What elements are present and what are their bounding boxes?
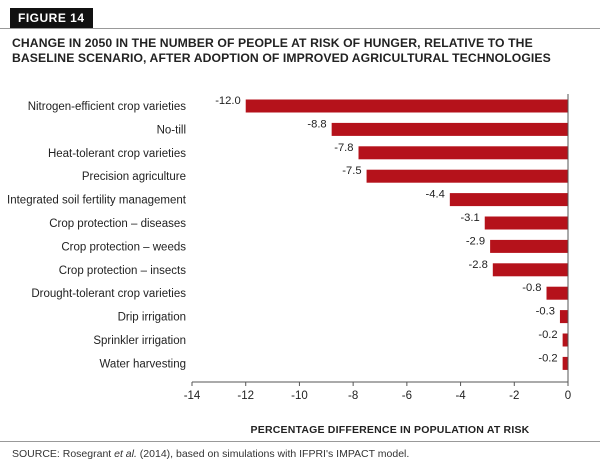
bar-chart: Nitrogen-efficient crop varieties -12.0 No… xyxy=(7,94,571,436)
bar-5 xyxy=(484,216,568,230)
category-label-8: Drought-tolerant crop varieties xyxy=(31,288,186,300)
data-label-11: -0.2 xyxy=(538,352,557,364)
category-label-0: Nitrogen-efficient crop varieties xyxy=(28,101,187,113)
bar-9 xyxy=(559,310,568,324)
x-tick-label-3: -8 xyxy=(348,390,358,402)
x-tick-label-4: -6 xyxy=(402,390,412,402)
data-label-5: -3.1 xyxy=(460,212,479,224)
data-label-4: -4.4 xyxy=(426,189,445,201)
x-tick-label-0: -14 xyxy=(184,390,201,402)
bar-6 xyxy=(490,239,568,253)
data-label-8: -0.8 xyxy=(522,282,541,294)
category-label-4: Integrated soil fertility management xyxy=(7,195,187,207)
x-axis-label: PERCENTAGE DIFFERENCE IN POPULATION AT R… xyxy=(251,424,530,436)
bar-8 xyxy=(546,286,568,300)
data-label-7: -2.8 xyxy=(469,259,488,271)
bar-10 xyxy=(562,333,568,347)
bar-1 xyxy=(331,122,568,136)
data-label-1: -8.8 xyxy=(307,118,326,130)
category-label-9: Drip irrigation xyxy=(118,312,186,324)
category-label-2: Heat-tolerant crop varieties xyxy=(48,148,186,160)
data-label-0: -12.0 xyxy=(215,95,241,107)
category-label-3: Precision agriculture xyxy=(82,171,186,183)
x-tick-label-5: -4 xyxy=(455,390,466,402)
x-tick-label-6: -2 xyxy=(509,390,519,402)
bar-7 xyxy=(492,263,568,277)
source-suffix: (2014), based on simulations with IFPRI'… xyxy=(136,448,410,460)
bar-0 xyxy=(245,99,568,113)
data-label-2: -7.8 xyxy=(334,142,353,154)
category-label-10: Sprinkler irrigation xyxy=(93,335,186,347)
source-italic: et al. xyxy=(114,448,137,460)
category-label-1: No-till xyxy=(157,124,186,136)
bar-11 xyxy=(562,356,568,370)
bottom-rule xyxy=(0,441,600,442)
bar-3 xyxy=(366,169,568,183)
figure-badge: FIGURE 14 xyxy=(10,8,93,28)
bar-2 xyxy=(358,146,568,160)
category-label-11: Water harvesting xyxy=(100,358,187,370)
x-tick-label-7: 0 xyxy=(565,390,571,402)
data-label-9: -0.3 xyxy=(536,306,555,318)
category-label-6: Crop protection – weeds xyxy=(61,241,186,253)
data-label-10: -0.2 xyxy=(538,329,557,341)
category-label-5: Crop protection – diseases xyxy=(49,218,186,230)
x-tick-label-1: -12 xyxy=(237,390,254,402)
source-prefix: SOURCE: Rosegrant xyxy=(12,448,115,460)
chart-title: CHANGE IN 2050 IN THE NUMBER OF PEOPLE A… xyxy=(12,36,551,65)
x-tick-label-2: -10 xyxy=(291,390,308,402)
source-note: SOURCE: Rosegrant et al. (2014), based o… xyxy=(12,448,409,460)
bar-4 xyxy=(449,193,568,207)
data-label-3: -7.5 xyxy=(342,165,361,177)
data-label-6: -2.9 xyxy=(466,235,485,247)
top-rule xyxy=(0,28,600,29)
category-label-7: Crop protection – insects xyxy=(59,265,186,277)
